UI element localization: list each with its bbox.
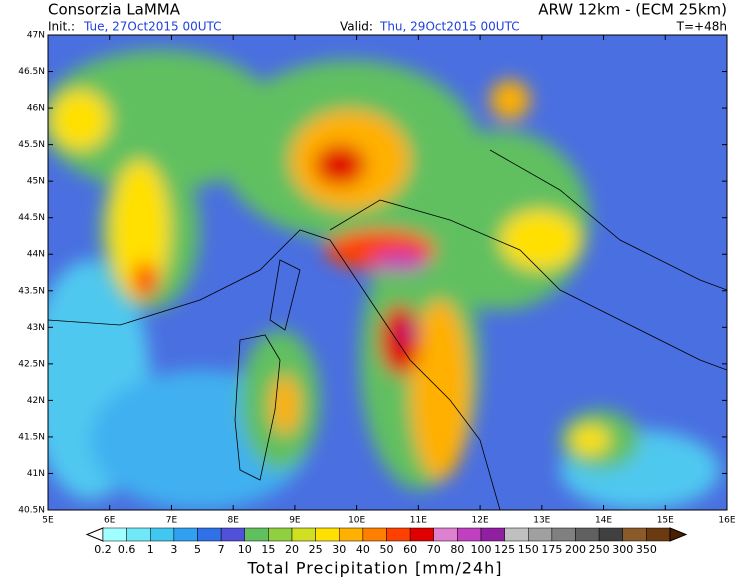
lat-tick-label: 41.5N xyxy=(18,432,45,442)
lon-tick-label: 13E xyxy=(533,516,550,526)
colorbar-box xyxy=(339,527,364,542)
lat-tick-label: 43N xyxy=(27,323,45,333)
colorbar-label: 1 xyxy=(147,543,154,556)
colorbar-box xyxy=(362,527,387,542)
lat-tick-label: 46.5N xyxy=(18,67,45,77)
model: ARW 12km - (ECM 25km) xyxy=(538,1,727,19)
colorbar-label: 300 xyxy=(612,543,633,556)
colorbar-label: 7 xyxy=(218,543,225,556)
colorbar-box xyxy=(622,527,647,542)
init-label: Init.: xyxy=(48,20,75,34)
colorbar-label: 10 xyxy=(238,543,252,556)
lat-tick-label: 42N xyxy=(27,396,45,406)
lon-tick-label: 5E xyxy=(42,516,54,526)
colorbar-box xyxy=(551,527,576,542)
lon-tick-label: 14E xyxy=(595,516,612,526)
colorbar-label: 25 xyxy=(309,543,323,556)
colorbar-box xyxy=(433,527,458,542)
lead-time: T=+48h xyxy=(676,20,727,34)
colorbar-box xyxy=(409,527,434,542)
lat-tick-label: 45.5N xyxy=(18,140,45,150)
lat-tick-label: 46N xyxy=(27,104,45,114)
colorbar-label: 70 xyxy=(427,543,441,556)
colorbar-label: 200 xyxy=(565,543,586,556)
lon-tick-label: 10E xyxy=(348,516,365,526)
lat-tick-label: 43.5N xyxy=(18,286,45,296)
colorbar-box xyxy=(102,527,127,542)
lon-tick-label: 9E xyxy=(289,516,301,526)
colorbar-label: 175 xyxy=(541,543,562,556)
lon-tick-label: 6E xyxy=(104,516,116,526)
map-frame xyxy=(47,34,728,511)
lat-tick-label: 41N xyxy=(27,469,45,479)
colorbar-arrow-low xyxy=(85,527,104,542)
precipitation-field xyxy=(48,35,727,510)
colorbar-box xyxy=(575,527,600,542)
colorbar-box xyxy=(150,527,175,542)
colorbar-box xyxy=(598,527,623,542)
init-time: Tue, 27Oct2015 00UTC xyxy=(83,20,222,34)
colorbar-label: 80 xyxy=(450,543,464,556)
colorbar-box xyxy=(291,527,316,542)
colorbar-label: 20 xyxy=(285,543,299,556)
colorbar-label: 125 xyxy=(494,543,515,556)
colorbar-arrow-high xyxy=(669,527,688,542)
colorbar-box xyxy=(504,527,529,542)
colorbar-box xyxy=(480,527,505,542)
lat-tick-label: 47N xyxy=(27,31,45,41)
colorbar-label: 60 xyxy=(403,543,417,556)
colorbar-box xyxy=(315,527,340,542)
lon-tick-label: 11E xyxy=(410,516,427,526)
colorbar-label: 15 xyxy=(261,543,275,556)
colorbar-box xyxy=(646,527,671,542)
colorbar-box xyxy=(197,527,222,542)
colorbar-box xyxy=(528,527,553,542)
colorbar-box xyxy=(268,527,293,542)
colorbar-label: 0.6 xyxy=(118,543,136,556)
colorbar-box xyxy=(457,527,482,542)
lat-tick-label: 40.5N xyxy=(18,506,45,516)
lon-tick-label: 16E xyxy=(718,516,735,526)
lat-tick-label: 42.5N xyxy=(18,359,45,369)
colorbar-caption: Total Precipitation [mm/24h] xyxy=(246,559,502,578)
colorbar-label: 100 xyxy=(471,543,492,556)
valid-label: Valid: xyxy=(340,20,373,34)
colorbar-box xyxy=(173,527,198,542)
colorbar-label: 5 xyxy=(194,543,201,556)
lat-tick-label: 45N xyxy=(27,177,45,187)
colorbar-label: 40 xyxy=(356,543,370,556)
colorbar-label: 3 xyxy=(170,543,177,556)
colorbar-box xyxy=(126,527,151,542)
colorbar-label: 50 xyxy=(380,543,394,556)
title: Consorzia LaMMA xyxy=(48,1,181,19)
colorbar-label: 0.2 xyxy=(94,543,112,556)
lon-tick-label: 7E xyxy=(166,516,178,526)
lon-tick-label: 8E xyxy=(227,516,239,526)
lat-tick-label: 44N xyxy=(27,250,45,260)
lat-tick-label: 44.5N xyxy=(18,213,45,223)
valid-time: Thu, 29Oct2015 00UTC xyxy=(379,20,520,34)
lon-tick-label: 15E xyxy=(657,516,674,526)
colorbar-label: 250 xyxy=(589,543,610,556)
colorbar-label: 150 xyxy=(518,543,539,556)
colorbar-box xyxy=(386,527,411,542)
lon-tick-label: 12E xyxy=(472,516,489,526)
colorbar-box xyxy=(244,527,269,542)
colorbar-label: 30 xyxy=(332,543,346,556)
colorbar-box xyxy=(220,527,245,542)
colorbar-label: 350 xyxy=(636,543,657,556)
